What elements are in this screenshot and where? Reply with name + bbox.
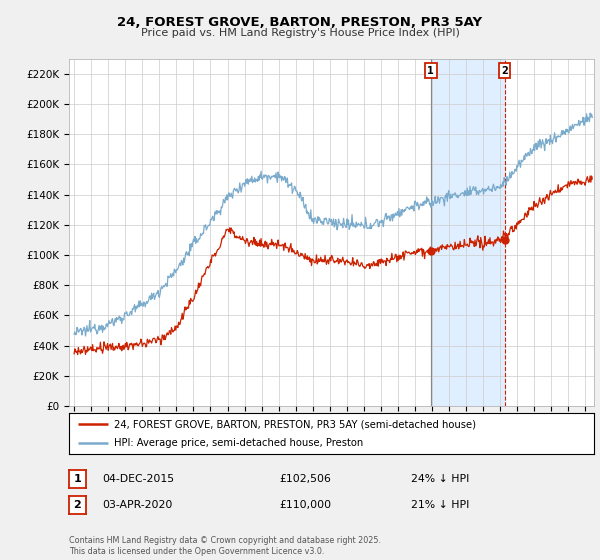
Text: 24, FOREST GROVE, BARTON, PRESTON, PR3 5AY (semi-detached house): 24, FOREST GROVE, BARTON, PRESTON, PR3 5… <box>113 419 476 429</box>
Text: HPI: Average price, semi-detached house, Preston: HPI: Average price, semi-detached house,… <box>113 438 363 447</box>
Text: 04-DEC-2015: 04-DEC-2015 <box>102 474 174 484</box>
Text: 1: 1 <box>74 474 81 484</box>
Text: 2: 2 <box>501 66 508 76</box>
Text: 24, FOREST GROVE, BARTON, PRESTON, PR3 5AY: 24, FOREST GROVE, BARTON, PRESTON, PR3 5… <box>118 16 482 29</box>
Text: Contains HM Land Registry data © Crown copyright and database right 2025.
This d: Contains HM Land Registry data © Crown c… <box>69 536 381 556</box>
Bar <box>431 59 505 406</box>
Text: 24% ↓ HPI: 24% ↓ HPI <box>411 474 469 484</box>
Text: 21% ↓ HPI: 21% ↓ HPI <box>411 500 469 510</box>
Text: 03-APR-2020: 03-APR-2020 <box>102 500 172 510</box>
Text: 1: 1 <box>427 66 434 76</box>
Text: £102,506: £102,506 <box>279 474 331 484</box>
Text: 2: 2 <box>74 500 81 510</box>
Text: £110,000: £110,000 <box>279 500 331 510</box>
Text: Price paid vs. HM Land Registry's House Price Index (HPI): Price paid vs. HM Land Registry's House … <box>140 28 460 38</box>
